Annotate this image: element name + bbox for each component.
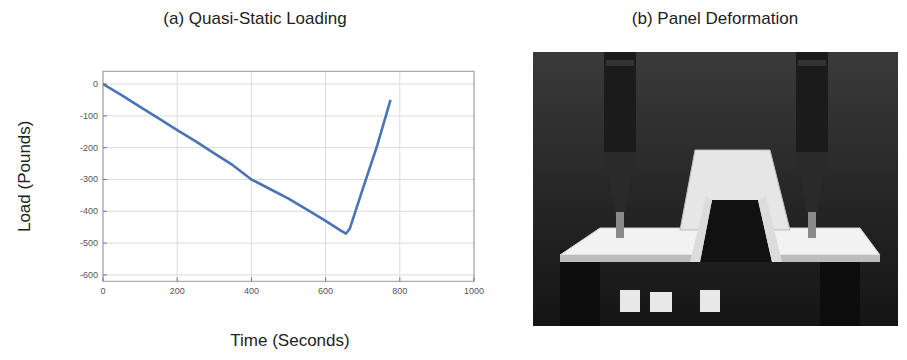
tick-label: 200 [170,286,185,296]
actuator [796,52,828,152]
tick-label: 800 [392,286,407,296]
tick [103,211,107,212]
plot-area [103,84,391,234]
tick [325,277,326,281]
tick-label: -600 [80,270,98,280]
tick [103,243,107,244]
grid-line [103,179,474,180]
y-axis-title: Load (Pounds) [15,121,34,233]
grid-line [103,274,474,275]
photo-background [533,52,898,326]
photo-illustration [533,52,898,326]
data-line [103,84,391,234]
tick [399,277,400,281]
grid-line [103,243,474,244]
chart-title: (a) Quasi-Static Loading [163,9,346,28]
stiffener-wall [758,196,782,262]
plot-frame [103,71,474,281]
grid-line [103,147,474,148]
tick-label: -500 [80,238,98,248]
tick [103,115,107,116]
tick [103,274,107,275]
tick [177,277,178,281]
pad [620,290,640,312]
tick-label: 0 [93,79,98,89]
actuator [606,60,634,66]
tick [103,179,107,180]
grid-line [325,71,326,281]
panel-title: (b) Panel Deformation [632,9,798,28]
grid-line [103,115,474,116]
grid-line [399,71,400,281]
tick-label: -100 [80,111,98,121]
tick-label: 400 [244,286,259,296]
tick-label: -300 [80,174,98,184]
tick-label: -200 [80,143,98,153]
actuator-tip [796,152,828,212]
x-axis-title: Time (Seconds) [230,331,349,350]
grid-line [103,84,474,85]
stiffener-wall [690,196,712,262]
tick-label: 600 [318,286,333,296]
grid-line [251,71,252,281]
pad [650,292,672,312]
actuator [798,60,826,66]
tick [474,277,475,281]
actuator [604,52,636,152]
actuator-pin [808,212,816,238]
actuator-tip [604,152,636,212]
actuator-pin [616,212,624,238]
tick-label: 0 [100,286,105,296]
grid-line [103,211,474,212]
grid-line [177,71,178,281]
tick [103,277,104,281]
tick [251,277,252,281]
pad [700,290,720,312]
tick-label: 1000 [464,286,484,296]
tick-label: -400 [80,206,98,216]
tick [103,147,107,148]
